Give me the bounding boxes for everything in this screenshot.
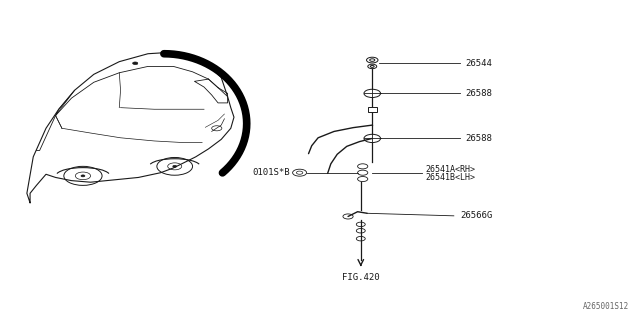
Text: 26588: 26588 [465, 89, 492, 98]
Text: FIG.420: FIG.420 [342, 273, 380, 282]
Text: 26566G: 26566G [460, 211, 492, 220]
Text: A265001S12: A265001S12 [583, 302, 629, 311]
Text: 26544: 26544 [465, 59, 492, 68]
Bar [368, 107, 377, 112]
Text: 26588: 26588 [465, 134, 492, 143]
Text: 26541A<RH>: 26541A<RH> [425, 165, 475, 174]
Circle shape [81, 175, 85, 177]
Text: 0101S*B: 0101S*B [252, 168, 290, 177]
Circle shape [132, 62, 138, 65]
Text: 26541B<LH>: 26541B<LH> [425, 173, 475, 182]
Circle shape [173, 165, 177, 167]
